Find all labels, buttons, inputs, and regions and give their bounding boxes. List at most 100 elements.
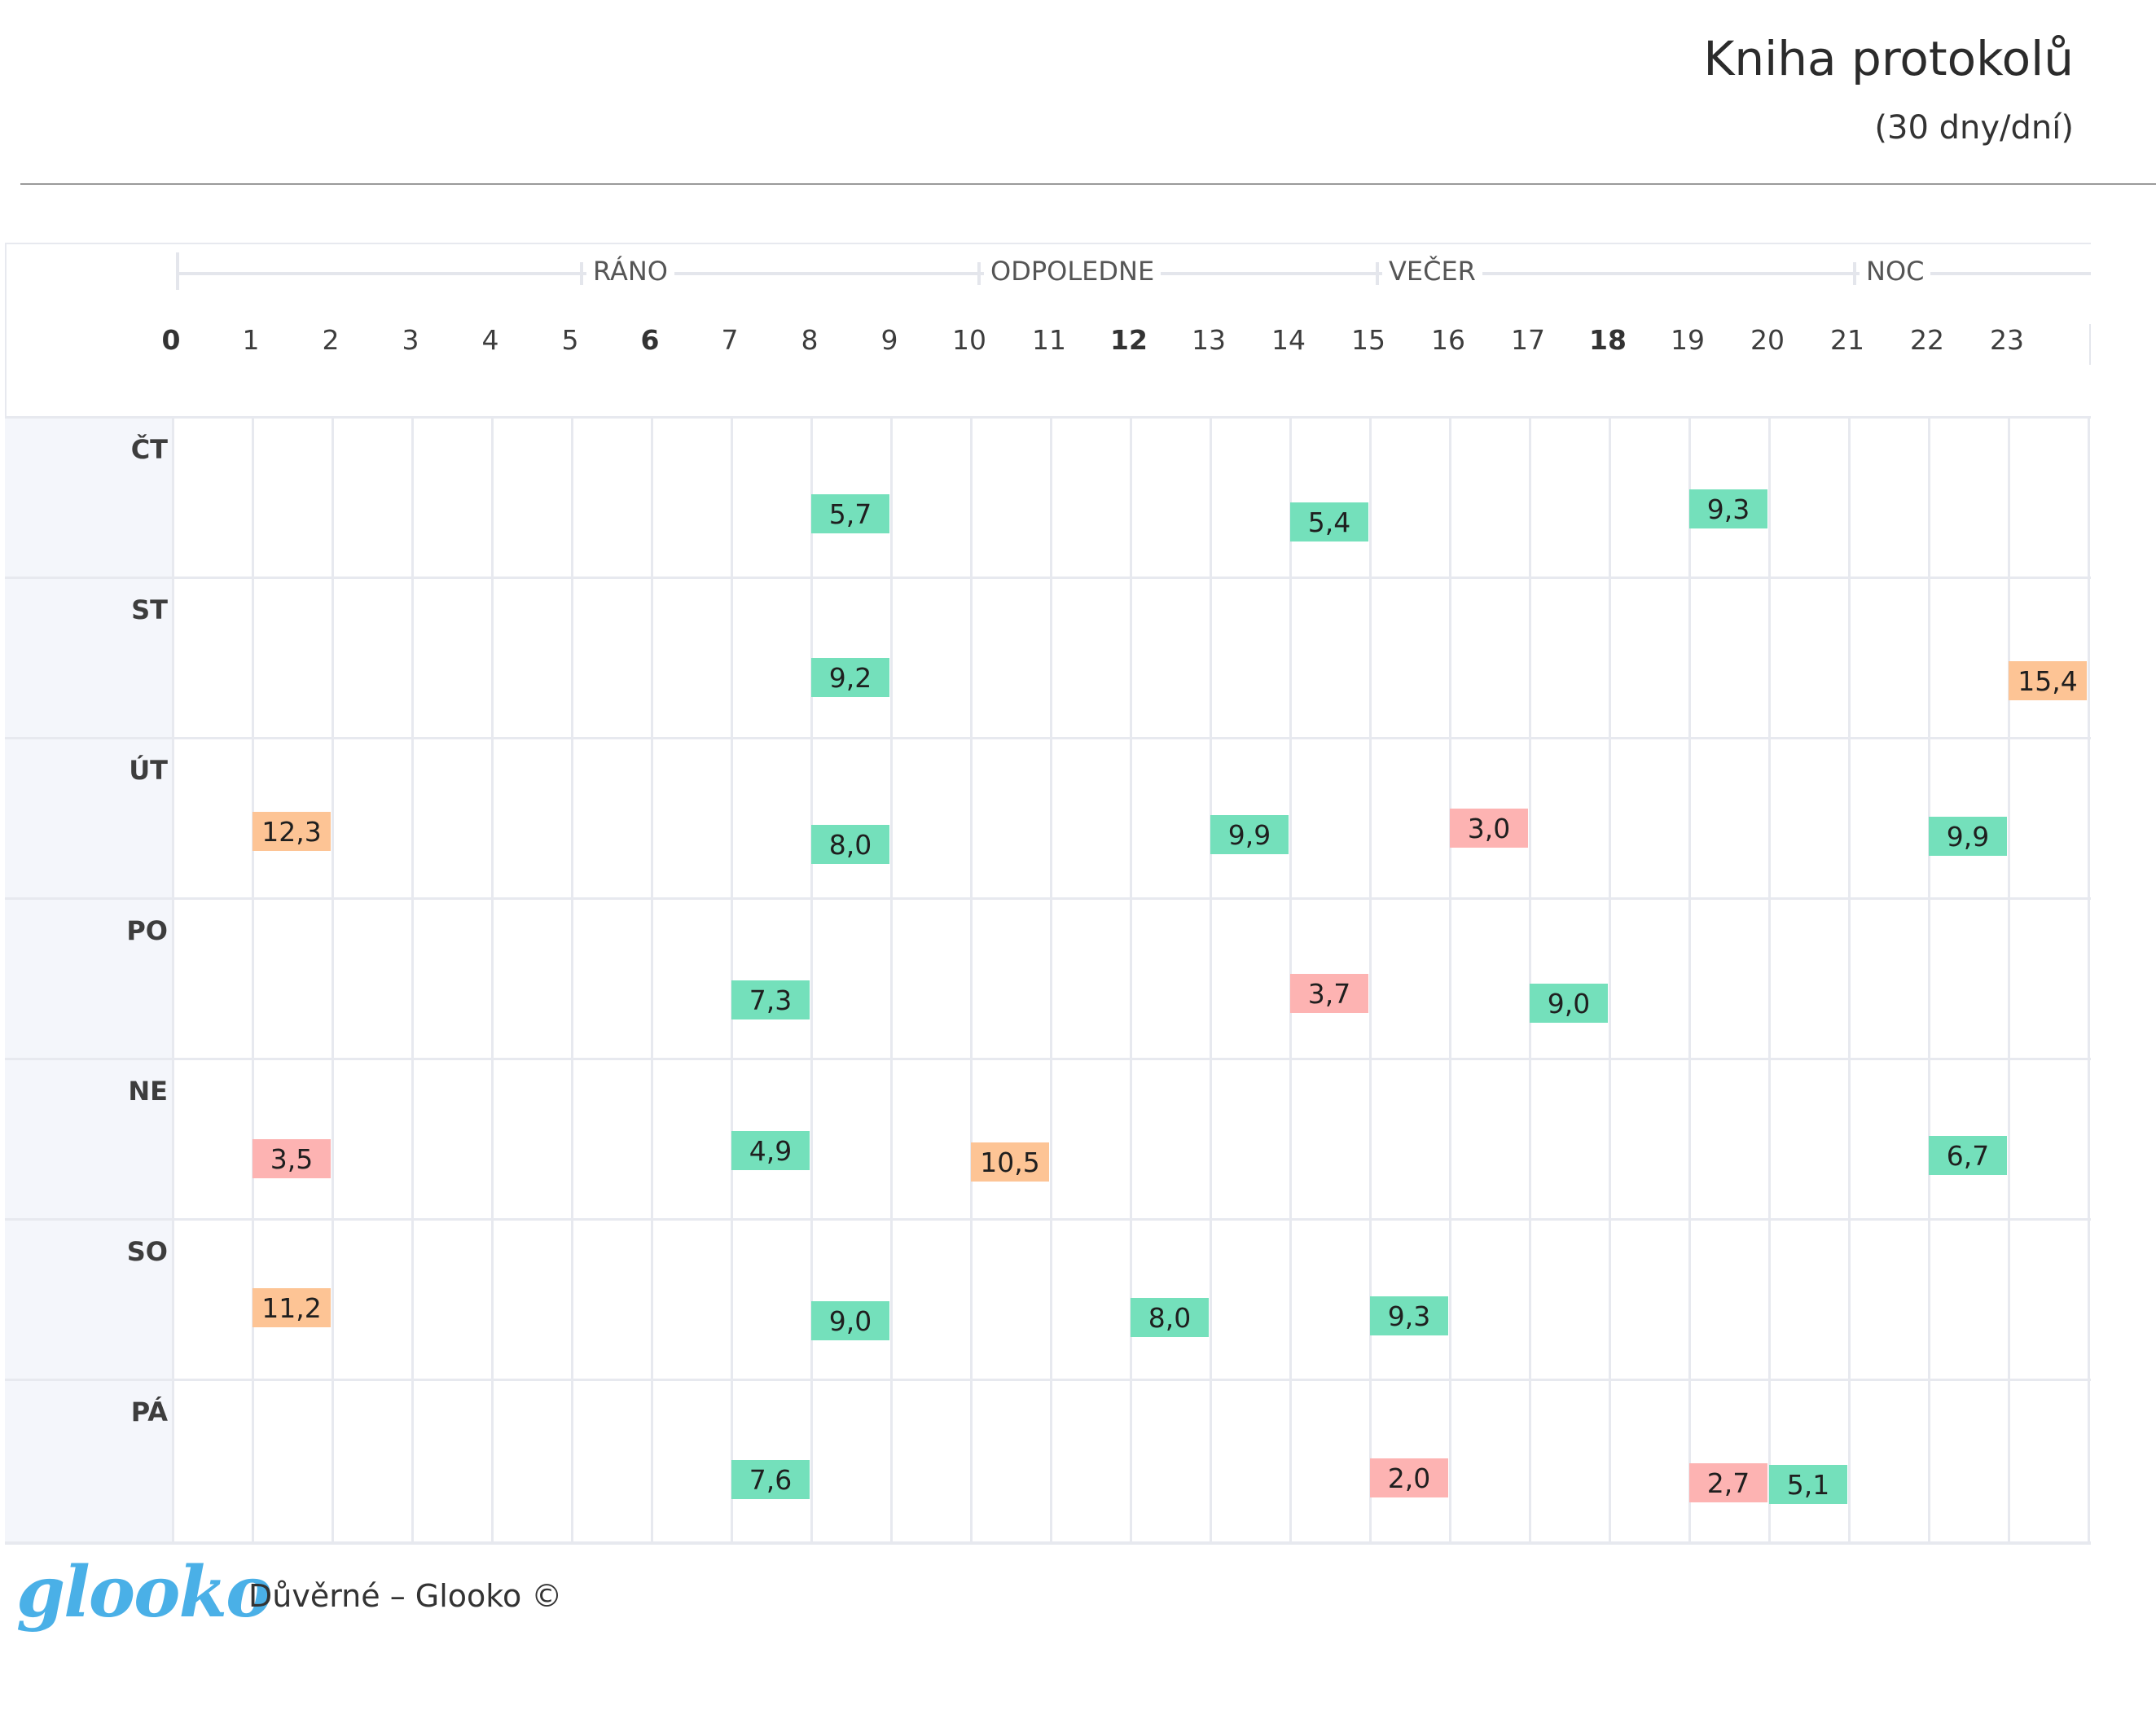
hour-label-19: 19 xyxy=(1671,324,1705,356)
hour-gridline xyxy=(1688,416,1691,1544)
glucose-reading: 4,9 xyxy=(731,1131,810,1170)
glucose-reading: 8,0 xyxy=(1131,1298,1209,1337)
glucose-reading: 9,2 xyxy=(811,658,889,697)
hour-label-1: 1 xyxy=(242,324,260,356)
glucose-reading: 9,3 xyxy=(1370,1296,1448,1335)
day-label: NE xyxy=(128,1076,168,1107)
glucose-reading: 9,0 xyxy=(811,1301,889,1340)
hour-gridline xyxy=(1609,416,1611,1544)
hour-axis-end xyxy=(2089,324,2091,365)
period-tick-noc xyxy=(1853,262,1856,285)
hour-label-16: 16 xyxy=(1431,324,1465,356)
day-row: PÁ xyxy=(5,1379,2091,1539)
period-tick-odpoledne xyxy=(977,262,981,285)
chart-bottom-border xyxy=(5,1541,2091,1545)
period-label-morning: RÁNO xyxy=(586,256,674,287)
glucose-reading: 3,0 xyxy=(1450,809,1528,848)
hour-gridline xyxy=(1928,416,1930,1544)
hour-label-5: 5 xyxy=(561,324,579,356)
hour-label-22: 22 xyxy=(1910,324,1944,356)
hour-label-10: 10 xyxy=(952,324,986,356)
hour-label-7: 7 xyxy=(721,324,739,356)
hour-label-3: 3 xyxy=(402,324,419,356)
glucose-reading: 11,2 xyxy=(252,1288,331,1327)
glucose-reading: 7,3 xyxy=(731,980,810,1019)
glucose-reading: 9,0 xyxy=(1530,984,1608,1023)
glucose-reading: 12,3 xyxy=(252,812,331,851)
hour-gridline xyxy=(2008,416,2010,1544)
hour-gridline xyxy=(1529,416,1531,1544)
hour-gridline xyxy=(651,416,653,1544)
glucose-reading: 6,7 xyxy=(1929,1136,2007,1175)
hour-label-9: 9 xyxy=(880,324,898,356)
hour-gridline xyxy=(2088,416,2090,1544)
glucose-reading: 8,0 xyxy=(811,825,889,864)
hour-label-15: 15 xyxy=(1351,324,1385,356)
hour-label-13: 13 xyxy=(1192,324,1226,356)
glucose-reading: 9,9 xyxy=(1929,817,2007,856)
hour-gridline xyxy=(1050,416,1052,1544)
hour-label-8: 8 xyxy=(801,324,819,356)
glooko-logo: glooko xyxy=(16,1551,272,1633)
hour-gridline xyxy=(1848,416,1851,1544)
glucose-reading: 9,3 xyxy=(1689,489,1767,528)
day-label: SO xyxy=(126,1236,168,1267)
glucose-reading: 9,9 xyxy=(1210,815,1289,854)
day-row: NE xyxy=(5,1058,2091,1218)
day-label: PO xyxy=(126,915,168,946)
day-label: ST xyxy=(131,594,168,625)
hour-gridline xyxy=(571,416,573,1544)
hour-label-18: 18 xyxy=(1589,324,1627,356)
day-row: ÚT xyxy=(5,737,2091,897)
glucose-reading: 2,7 xyxy=(1689,1463,1767,1502)
glucose-reading: 3,5 xyxy=(252,1139,331,1178)
page-subtitle: (30 dny/dní) xyxy=(1874,109,2074,147)
day-label: ČT xyxy=(130,434,168,465)
hour-label-21: 21 xyxy=(1830,324,1864,356)
hour-label-2: 2 xyxy=(322,324,340,356)
period-axis-start-tick xyxy=(176,252,179,290)
hour-gridline xyxy=(1369,416,1372,1544)
day-row: ČT xyxy=(5,416,2091,577)
day-label-column xyxy=(5,416,174,1544)
glucose-reading: 5,7 xyxy=(811,494,889,533)
period-tick-rano xyxy=(580,262,583,285)
glucose-reading: 3,7 xyxy=(1290,974,1368,1013)
glucose-reading: 7,6 xyxy=(731,1460,810,1499)
hour-gridline xyxy=(411,416,414,1544)
page-title: Kniha protokolů xyxy=(1703,31,2074,86)
day-row: PO xyxy=(5,897,2091,1058)
hour-label-12: 12 xyxy=(1110,324,1148,356)
hour-gridline xyxy=(332,416,334,1544)
glucose-reading: 5,1 xyxy=(1769,1465,1847,1504)
footer-confidential: Důvěrné – Glooko © xyxy=(248,1578,563,1614)
hour-gridline xyxy=(731,416,733,1544)
glucose-reading: 10,5 xyxy=(971,1142,1049,1182)
hour-label-4: 4 xyxy=(481,324,499,356)
glucose-reading: 2,0 xyxy=(1370,1458,1448,1497)
hour-gridline xyxy=(890,416,893,1544)
hour-label-17: 17 xyxy=(1511,324,1545,356)
hour-gridline xyxy=(1768,416,1771,1544)
day-label: ÚT xyxy=(129,755,168,786)
hour-gridline xyxy=(1210,416,1212,1544)
header-divider xyxy=(20,183,2156,185)
hour-label-14: 14 xyxy=(1271,324,1306,356)
hour-label-20: 20 xyxy=(1750,324,1785,356)
hour-gridline xyxy=(810,416,813,1544)
hour-gridline xyxy=(491,416,494,1544)
hour-gridline xyxy=(1130,416,1132,1544)
period-label-evening: VEČER xyxy=(1382,256,1482,287)
day-row: SO xyxy=(5,1218,2091,1379)
hour-label-6: 6 xyxy=(640,324,660,356)
hour-gridline xyxy=(1449,416,1451,1544)
hour-gridline xyxy=(172,416,174,1544)
glucose-reading: 5,4 xyxy=(1290,502,1368,542)
glucose-reading: 15,4 xyxy=(2009,661,2087,700)
hour-gridline xyxy=(252,416,254,1544)
hour-label-0: 0 xyxy=(161,324,181,356)
day-row: ST xyxy=(5,577,2091,737)
period-label-night: NOC xyxy=(1860,256,1931,287)
hour-label-23: 23 xyxy=(1990,324,2024,356)
hour-label-11: 11 xyxy=(1032,324,1066,356)
